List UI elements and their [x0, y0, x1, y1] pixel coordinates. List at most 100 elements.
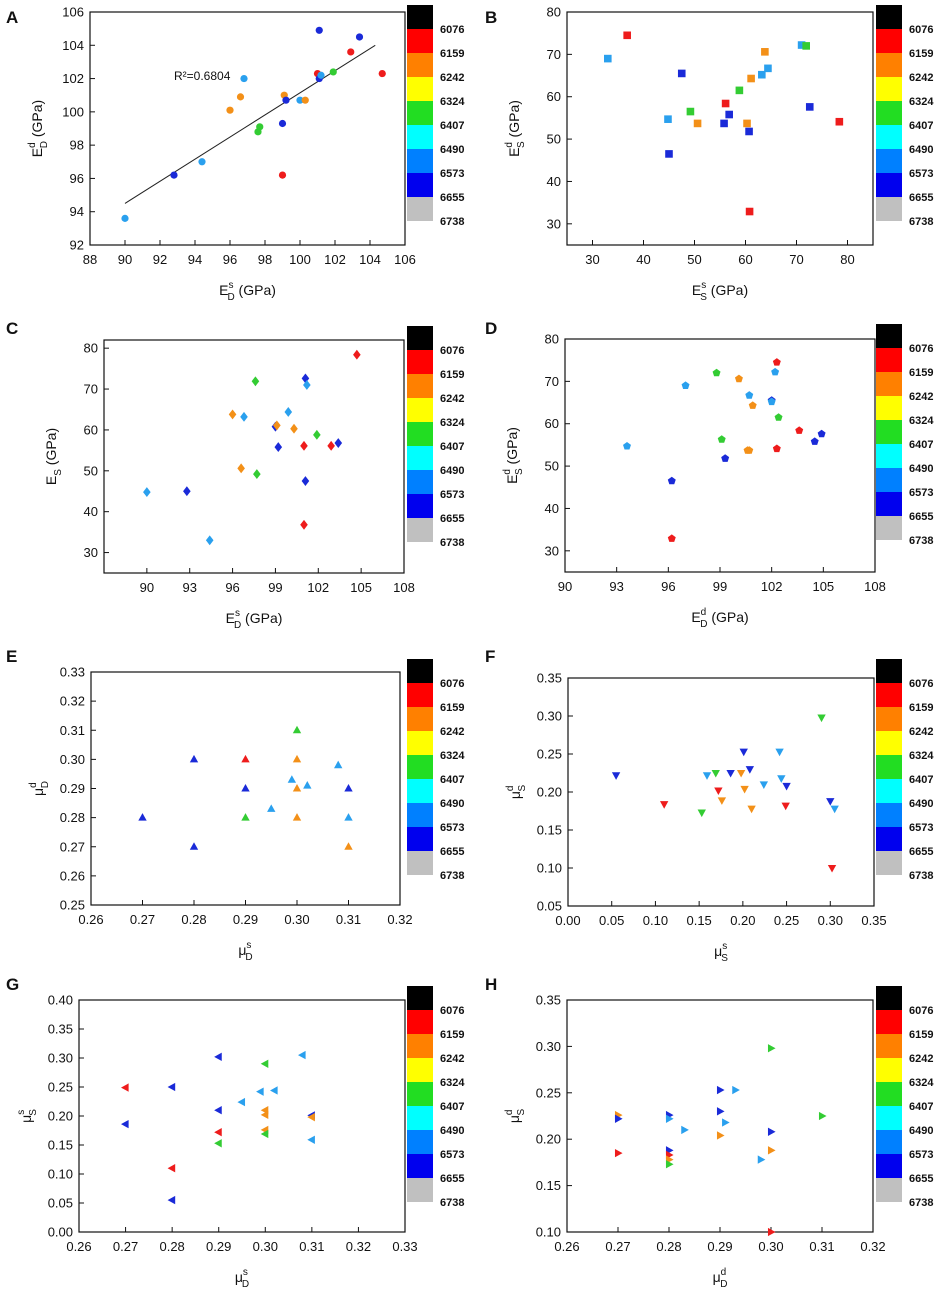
panel-g-colorbar-swatch-8 — [407, 1178, 433, 1202]
panel-f-colorbar-swatch-4 — [876, 755, 902, 779]
panel-b-xtick-label-2: 50 — [687, 252, 701, 267]
panel-f-colorbar-swatch-7 — [876, 827, 902, 851]
panel-a-point-0 — [121, 214, 129, 222]
panel-c-colorbar-swatch-6 — [407, 470, 433, 494]
panel-g-ylabel-sup: s — [16, 1110, 27, 1115]
panel-f-ytick-label-6: 0.35 — [537, 671, 562, 686]
panel-a-colorbar-swatch-6 — [407, 149, 433, 173]
panel-b-colorbar-swatch-2 — [876, 53, 902, 77]
panel-e-colorbar-swatch-4 — [407, 755, 433, 779]
panel-b-point-19 — [802, 42, 810, 50]
panel-a-colorbar-label-4: 6407 — [440, 120, 464, 132]
panel-b-xlabel-sup: s — [701, 280, 706, 291]
panel-b-point-5 — [686, 107, 695, 116]
panel-g-point-9 — [237, 1097, 246, 1107]
panel-h-xtick-label-5: 0.31 — [809, 1239, 834, 1254]
panel-d-point-17 — [774, 413, 783, 421]
panel-f-ylabel-base: μ — [507, 791, 523, 799]
panel-e-xlabel: μs D — [238, 940, 252, 963]
panel-c-colorbar-swatch-5 — [407, 446, 433, 470]
panel-f-ylabel-sup: d — [505, 786, 516, 792]
panel-d-ytick-label-3: 60 — [545, 416, 559, 431]
panel-d-colorbar-label-8: 6738 — [909, 535, 933, 547]
panel-f-xtick-label-3: 0.15 — [686, 913, 711, 928]
panel-e-point-6 — [267, 804, 276, 812]
panel-h-colorbar-swatch-2 — [876, 1034, 902, 1058]
panel-d-xtick-label-3: 99 — [713, 579, 727, 594]
panel-b-point-2 — [664, 115, 672, 123]
panel-g-colorbar-swatch-5 — [407, 1106, 433, 1130]
panel-f-colorbar-label-7: 6655 — [909, 846, 933, 858]
panel-f-colorbar-label-2: 6242 — [909, 726, 933, 738]
panel-a-colorbar-label-1: 6159 — [440, 48, 464, 60]
panel-f-ytick-label-3: 0.20 — [537, 785, 562, 800]
panel-a-ytick-label-1: 94 — [70, 204, 84, 219]
panel-f-ytick-label-4: 0.25 — [537, 747, 562, 762]
panel-a-point-12 — [296, 96, 304, 104]
panel-e-point-15 — [344, 813, 353, 821]
panel-b-ylabel-unit: (GPa) — [506, 100, 522, 141]
panel-h-colorbar-swatch-0 — [876, 986, 902, 1010]
panel-a-xtick-label-8: 104 — [359, 252, 381, 267]
panel-f-xtick-label-7: 0.35 — [861, 913, 886, 928]
panel-a-ylabel-sup: d — [27, 142, 38, 148]
panel-h-colorbar-label-7: 6655 — [909, 1173, 933, 1185]
panel-c-xlabel-unit: (GPa) — [241, 610, 282, 626]
panel-a-xlabel-sup: s — [228, 280, 233, 291]
panel-f-point-14 — [775, 748, 784, 757]
panel-a-xlabel-base: E — [219, 282, 228, 298]
panel-e-xtick-label-4: 0.30 — [284, 912, 309, 927]
panel-b-colorbar-label-4: 6407 — [909, 120, 933, 132]
panel-d-point-2 — [667, 534, 676, 542]
panel-b-point-12 — [745, 127, 753, 136]
panel-a-colorbar-swatch-8 — [407, 197, 433, 221]
panel-g-point-20 — [307, 1135, 315, 1144]
panel-e-point-0 — [138, 813, 147, 821]
panel-g-xtick-label-1: 0.27 — [113, 1239, 138, 1254]
panel-b-ylabel-sub: S — [516, 141, 527, 148]
panel-e-point-14 — [344, 783, 353, 792]
panel-b-xtick-label-3: 60 — [738, 252, 752, 267]
panel-g-point-10 — [256, 1087, 264, 1096]
panel-h-point-1 — [614, 1114, 623, 1123]
panel-d-xtick-label-4: 102 — [761, 579, 783, 594]
panel-d-xlabel-unit: (GPa) — [707, 609, 748, 625]
panel-c-point-19 — [327, 440, 335, 451]
panel-f-xtick-label-0: 0.00 — [555, 913, 580, 928]
panel-g-point-13 — [260, 1110, 269, 1120]
panel-c-colorbar-swatch-1 — [407, 350, 433, 374]
panel-c-xlabel-sup: s — [235, 608, 240, 619]
panel-f-colorbar-swatch-2 — [876, 707, 902, 731]
panel-e-point-16 — [344, 842, 353, 850]
panel-h-xtick-label-3: 0.29 — [707, 1239, 732, 1254]
panel-a-colorbar-swatch-4 — [407, 101, 433, 125]
panel-f-point-21 — [830, 805, 839, 814]
panel-c-colorbar-swatch-2 — [407, 374, 433, 398]
panel-a-xtick-label-2: 92 — [153, 252, 167, 267]
panel-b-colorbar-swatch-7 — [876, 173, 902, 197]
panel-h-colorbar-swatch-7 — [876, 1154, 902, 1178]
panel-e-colorbar-label-8: 6738 — [440, 870, 464, 882]
panel-g-colorbar-label-0: 6076 — [440, 1005, 464, 1017]
panel-a-ylabel-base: E — [29, 148, 45, 157]
panel-b-ytick-label-3: 60 — [547, 89, 561, 104]
panel-d-point-6 — [721, 454, 730, 462]
panel-d-ytick-label-5: 80 — [545, 332, 559, 347]
panel-g-colorbar-swatch-1 — [407, 1010, 433, 1034]
panel-b-colorbar-swatch-1 — [876, 29, 902, 53]
panel-e-ytick-label-8: 0.33 — [60, 665, 85, 680]
panel-d-point-14 — [771, 367, 780, 376]
panel-e-colorbar-swatch-0 — [407, 659, 433, 683]
panel-b-colorbar-label-0: 6076 — [909, 24, 933, 36]
panel-e-colorbar-label-7: 6655 — [440, 846, 464, 858]
panel-c-xtick-label-0: 90 — [140, 580, 154, 595]
panel-h-point-10 — [716, 1085, 725, 1095]
panel-a-colorbar-label-3: 6324 — [440, 96, 465, 108]
panel-g-point-17 — [297, 1050, 306, 1060]
panel-c-ytick-label-2: 50 — [84, 463, 98, 478]
panel-h-ytick-label-0: 0.10 — [536, 1225, 561, 1240]
panel-h-xtick-label-0: 0.26 — [554, 1239, 579, 1254]
panel-f: F0.00 0.05 0.10 0.15 0.20 0.25 0.30 0.350.050.1… — [485, 647, 934, 964]
panel-e-ytick-label-5: 0.30 — [60, 752, 85, 767]
